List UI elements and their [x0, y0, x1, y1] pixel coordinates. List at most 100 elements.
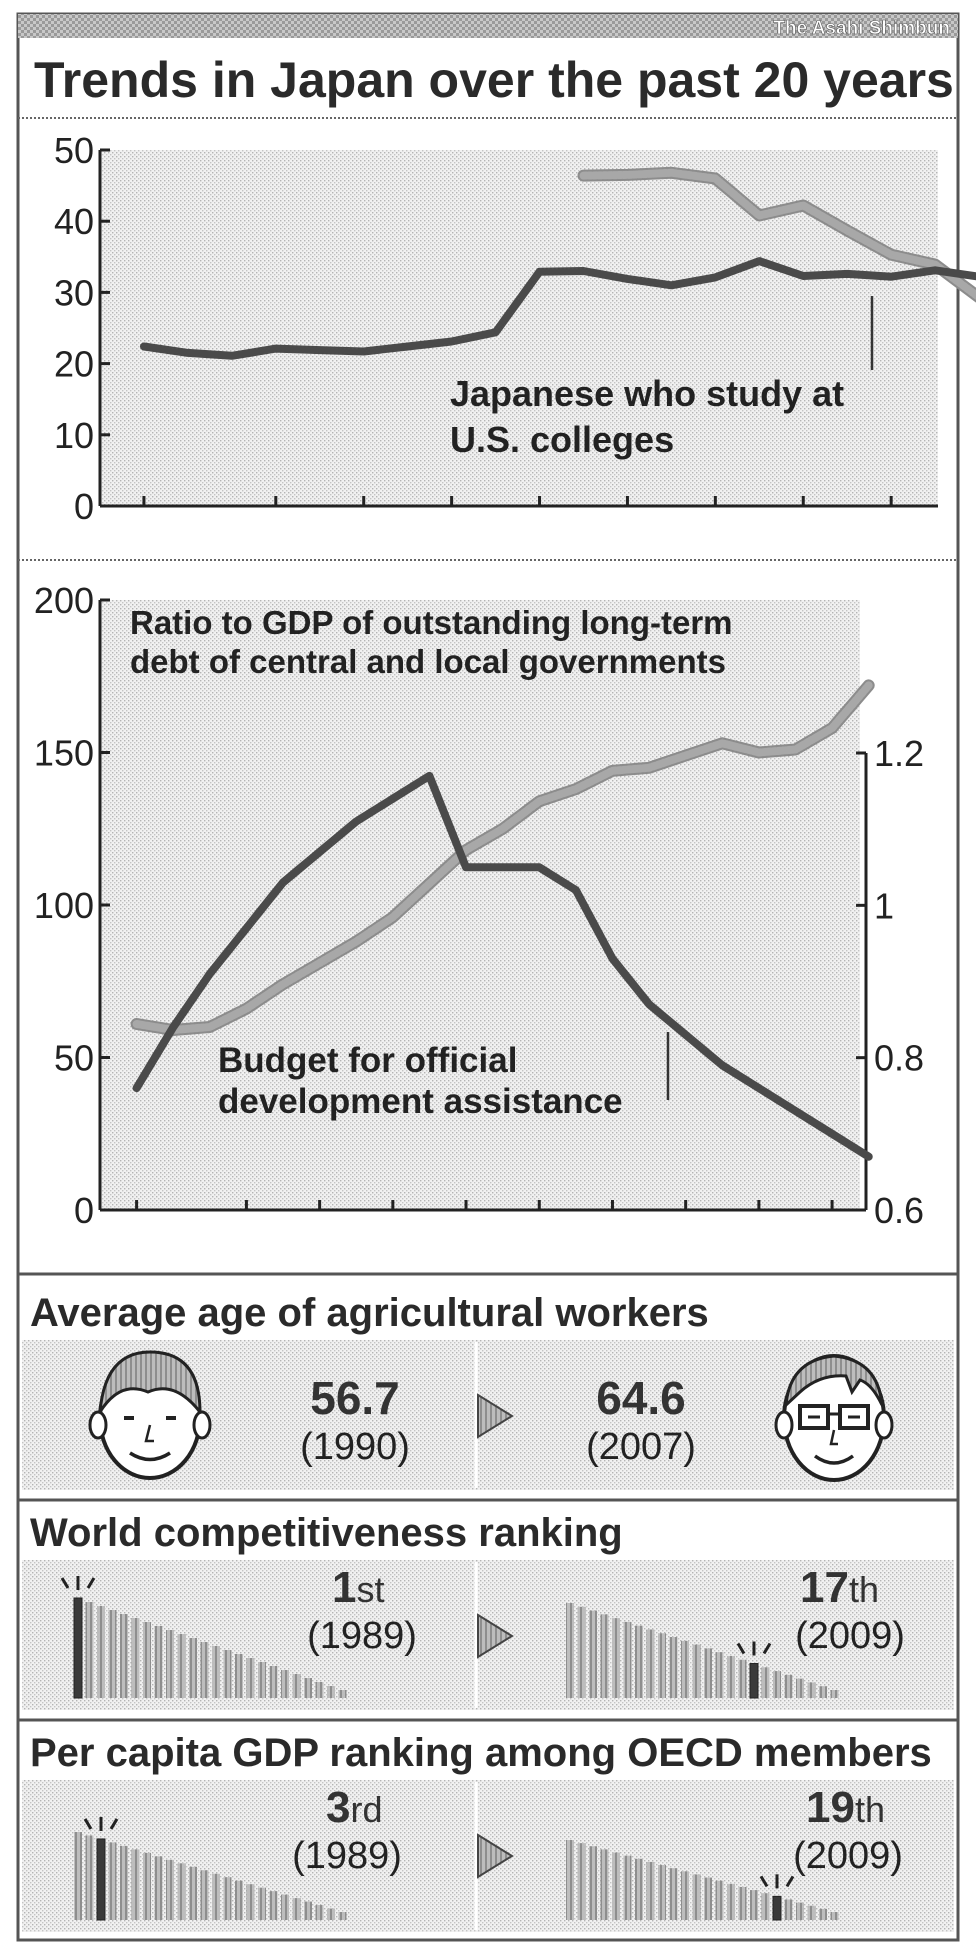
series-suicides-line-point — [230, 354, 234, 358]
rank-bar — [246, 1884, 255, 1920]
rank-bar — [223, 1650, 232, 1698]
series-us-students-line-point — [889, 253, 893, 257]
series-oda-line-point — [867, 1155, 871, 1159]
page-title: Trends in Japan over the past 20 years — [34, 52, 954, 108]
series-debt-ratio-line-point — [208, 1025, 212, 1029]
series-us-students-line-point — [801, 204, 805, 208]
rank-bar — [74, 1832, 82, 1920]
series-debt-ratio-line-point — [684, 754, 688, 758]
sparkle-mark — [762, 1642, 772, 1655]
series-oda-line-point — [647, 1002, 651, 1006]
rank-bar — [589, 1846, 597, 1920]
rank-bar — [600, 1849, 609, 1920]
rank-bar — [200, 1870, 209, 1920]
rank-bar — [623, 1855, 632, 1920]
rank-bar — [327, 1908, 335, 1920]
series-suicides-line-point — [713, 275, 717, 279]
sparkle-mark — [736, 1642, 746, 1655]
oecd-1989-bars — [74, 1816, 347, 1921]
competitiveness-2009-rank: 17th — [800, 1563, 879, 1612]
rank-bar — [131, 1618, 140, 1698]
y-tick-label: 40 — [54, 201, 94, 242]
series-debt-ratio-line-point — [244, 1007, 248, 1011]
series-debt-ratio-line-point — [830, 726, 834, 730]
series-oda-line-point — [830, 1132, 834, 1136]
series-suicides-line-point — [494, 330, 498, 334]
rank-bar — [177, 1634, 186, 1698]
rank-bar — [658, 1865, 666, 1920]
series-oda-line-point — [720, 1063, 724, 1067]
rank-bar — [143, 1852, 151, 1920]
left-y-tick-label: 150 — [34, 733, 94, 774]
series-oda-line-point — [354, 820, 358, 824]
series-debt-ratio-line-point — [793, 747, 797, 751]
series-us-students-line-point — [845, 228, 849, 232]
right-y-tick-label: 1 — [874, 885, 894, 926]
series-oda-line-point — [427, 774, 431, 778]
series-debt-ratio-line-point — [281, 982, 285, 986]
series-suicides-line-point — [450, 340, 454, 344]
rank-bar — [108, 1610, 117, 1698]
series-us-students-line-point — [581, 174, 585, 178]
rank-bar — [166, 1630, 174, 1698]
rank-bar — [120, 1614, 128, 1698]
oecd-2009-year: (2009) — [793, 1835, 903, 1877]
rank-bar — [669, 1868, 678, 1920]
y-tick-label: 30 — [54, 272, 94, 313]
credit-text: The Asahi Shimbun — [773, 18, 950, 39]
sparkle-mark — [109, 1818, 119, 1830]
japan-rank-bar — [749, 1663, 759, 1699]
series-suicides-line-point — [933, 268, 937, 272]
rank-bar — [681, 1871, 689, 1920]
rank-bar — [658, 1633, 666, 1698]
series-suicides-line-point — [186, 351, 190, 355]
series-oda-line-point — [684, 1033, 688, 1037]
rank-bar — [623, 1621, 632, 1698]
rank-bar — [704, 1877, 712, 1920]
series-suicides-line-point — [669, 283, 673, 287]
rank-bar — [796, 1678, 804, 1698]
series-debt-ratio-line-point — [574, 787, 578, 791]
series-oda-line-point — [793, 1109, 797, 1113]
agri-1990-value: 56.7 — [310, 1372, 400, 1424]
y-tick-label: 10 — [54, 415, 94, 456]
rank-bar — [108, 1842, 117, 1920]
sparkle-mark — [785, 1875, 795, 1888]
left-y-tick-label: 100 — [34, 885, 94, 926]
rank-bar — [281, 1894, 289, 1920]
series-debt-ratio-line-point — [427, 882, 431, 886]
rank-bar — [635, 1625, 643, 1698]
series-oda-line-point — [135, 1086, 139, 1090]
series-oda-line-point — [574, 888, 578, 892]
rank-bar — [258, 1662, 266, 1698]
rank-bar — [646, 1629, 655, 1698]
agri-heading: Average age of agricultural workers — [30, 1291, 709, 1335]
series-label-us-students: U.S. colleges — [450, 419, 674, 460]
arrow-right-icon — [477, 1393, 514, 1439]
rank-bar — [200, 1642, 209, 1698]
rank-bar — [212, 1873, 220, 1920]
rank-bar — [692, 1874, 701, 1920]
series-oda-line-point — [464, 865, 468, 869]
rank-bar — [773, 1671, 781, 1698]
series-suicides-line-point — [142, 345, 146, 349]
rank-bar — [715, 1880, 724, 1920]
series-debt-ratio-line-point — [354, 940, 358, 944]
japan-rank-bar — [772, 1895, 782, 1921]
rank-bar — [154, 1856, 163, 1920]
arrow-right-icon — [477, 1613, 514, 1659]
series-oda-line-point — [610, 957, 614, 961]
series-suicides-line-point — [845, 272, 849, 276]
series-oda-line-point — [281, 880, 285, 884]
series-label-oda: development assistance — [218, 1082, 623, 1121]
rank-bar — [600, 1614, 609, 1698]
series-debt-ratio-line-point — [318, 961, 322, 965]
series-debt-ratio-line-point — [867, 683, 871, 687]
y-tick-label: 0 — [74, 486, 94, 527]
japan-rank-bar — [73, 1597, 83, 1699]
rank-bar — [819, 1908, 827, 1920]
series-suicides-line-point — [581, 269, 585, 273]
rank-bar — [258, 1887, 266, 1920]
series-debt-ratio-line-point — [647, 766, 651, 770]
